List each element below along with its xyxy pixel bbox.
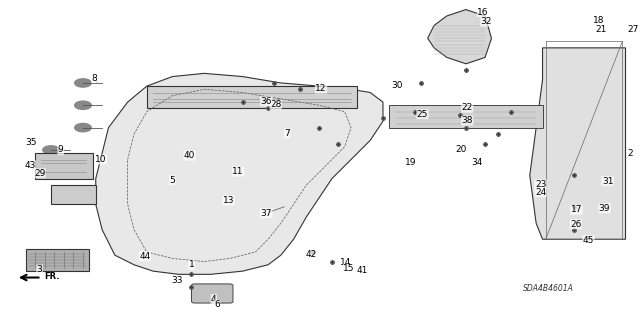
FancyBboxPatch shape xyxy=(26,249,90,271)
Text: 6: 6 xyxy=(214,300,220,309)
Text: 10: 10 xyxy=(95,155,107,164)
Polygon shape xyxy=(428,10,492,64)
Text: 12: 12 xyxy=(316,84,327,93)
Text: 5: 5 xyxy=(170,176,175,185)
Text: 2: 2 xyxy=(628,149,634,158)
Polygon shape xyxy=(147,86,357,108)
Text: 25: 25 xyxy=(417,110,428,119)
Text: 45: 45 xyxy=(583,236,594,245)
Circle shape xyxy=(43,162,60,170)
Text: 38: 38 xyxy=(461,116,473,125)
FancyBboxPatch shape xyxy=(35,153,93,179)
Text: 43: 43 xyxy=(24,161,36,170)
Polygon shape xyxy=(530,48,625,239)
Text: 41: 41 xyxy=(356,266,367,275)
Circle shape xyxy=(75,101,92,109)
Circle shape xyxy=(75,79,92,87)
Text: 22: 22 xyxy=(461,103,473,112)
Text: 23: 23 xyxy=(535,180,547,189)
Text: 33: 33 xyxy=(171,276,182,285)
Polygon shape xyxy=(96,73,383,274)
Circle shape xyxy=(43,146,60,154)
Text: 31: 31 xyxy=(602,177,613,186)
Text: 29: 29 xyxy=(34,169,45,178)
Text: 9: 9 xyxy=(58,145,63,154)
Text: 39: 39 xyxy=(598,204,610,213)
Text: 32: 32 xyxy=(481,17,492,26)
Text: FR.: FR. xyxy=(45,272,60,281)
Text: 4: 4 xyxy=(211,295,216,304)
Text: 7: 7 xyxy=(284,129,290,138)
Text: 11: 11 xyxy=(232,167,244,176)
Text: 30: 30 xyxy=(391,81,403,90)
Text: 1: 1 xyxy=(189,260,195,269)
Text: 28: 28 xyxy=(270,100,282,109)
Circle shape xyxy=(75,123,92,132)
Text: 44: 44 xyxy=(140,252,150,261)
Text: 18: 18 xyxy=(593,16,604,25)
Text: 26: 26 xyxy=(570,220,581,229)
Text: 40: 40 xyxy=(184,151,195,160)
Text: SDA4B4601A: SDA4B4601A xyxy=(524,285,574,293)
Text: 36: 36 xyxy=(260,97,272,106)
FancyBboxPatch shape xyxy=(51,185,96,204)
FancyBboxPatch shape xyxy=(191,284,233,303)
Text: 15: 15 xyxy=(344,264,355,273)
Text: 8: 8 xyxy=(92,74,97,83)
Text: 3: 3 xyxy=(36,265,42,274)
Text: 21: 21 xyxy=(596,25,607,34)
Text: 14: 14 xyxy=(340,258,351,267)
Text: 42: 42 xyxy=(305,250,316,259)
Text: 19: 19 xyxy=(404,158,416,167)
Text: 24: 24 xyxy=(535,188,547,197)
Text: 27: 27 xyxy=(627,25,639,34)
Text: 13: 13 xyxy=(223,196,234,205)
Text: 20: 20 xyxy=(455,145,467,154)
Text: 34: 34 xyxy=(471,158,483,167)
Polygon shape xyxy=(389,105,543,128)
Text: 37: 37 xyxy=(260,209,272,218)
Text: 16: 16 xyxy=(477,8,489,17)
Text: 17: 17 xyxy=(571,205,582,214)
Text: 35: 35 xyxy=(26,138,37,147)
